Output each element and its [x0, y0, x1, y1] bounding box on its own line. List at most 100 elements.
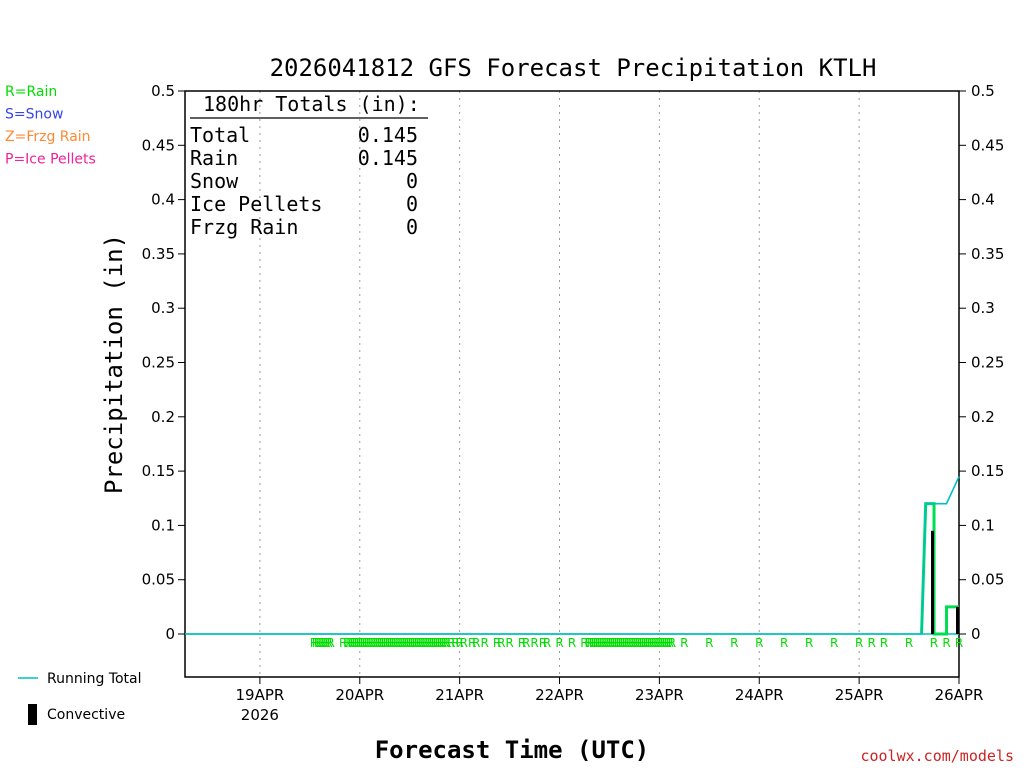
rain-marker: R: [539, 636, 547, 650]
rain-marker: R: [505, 636, 513, 650]
rain-marker: R: [607, 636, 615, 650]
rain-marker: R: [374, 636, 382, 650]
type-legend-item: S=Snow: [5, 107, 63, 123]
y-tick-label-right: 0.35: [971, 245, 1004, 263]
series-lines: [185, 476, 960, 636]
convective-bar: [956, 606, 959, 634]
rain-marker: R: [351, 636, 359, 650]
rain-marker: R: [609, 636, 617, 650]
rain-marker: R: [618, 636, 626, 650]
rain-marker: R: [406, 636, 414, 650]
rain-marker: R: [597, 636, 605, 650]
rain-marker: R: [401, 636, 409, 650]
rain-marker: R: [632, 636, 640, 650]
rain-marker: R: [591, 636, 599, 650]
rain-marker: R: [389, 636, 397, 650]
rain-marker: R: [593, 636, 601, 650]
totals-row-value: 0.145: [358, 146, 418, 170]
rain-marker: R: [460, 636, 468, 650]
rain-marker: R: [624, 636, 632, 650]
totals-row-label: Snow: [190, 169, 239, 193]
x-tick-label: 24APR: [735, 686, 784, 704]
rain-marker: R: [391, 636, 399, 650]
y-tick-label-left: 0.1: [151, 516, 175, 534]
totals-row-value: 0.145: [358, 123, 418, 147]
rain-marker: R: [655, 636, 663, 650]
x-tick-label: 21APR: [435, 686, 484, 704]
rain-marker: R: [661, 636, 669, 650]
y-tick-label-right: 0.05: [971, 571, 1004, 589]
rain-marker: R: [584, 636, 592, 650]
rain-marker: R: [343, 636, 351, 650]
y-tick-label-right: 0.3: [971, 299, 995, 317]
x-tick-label: 25APR: [835, 686, 884, 704]
rain-marker: R: [595, 636, 603, 650]
rain-marker: R: [431, 636, 439, 650]
rain-marker: R: [416, 636, 424, 650]
x-tick-label: 26APR: [935, 686, 984, 704]
rain-marker: R: [649, 636, 657, 650]
rain-marker: R: [480, 636, 488, 650]
convective-bar: [931, 530, 935, 634]
rain-marker: R: [580, 636, 588, 650]
rain-marker: R: [643, 636, 651, 650]
rain-marker: R: [730, 636, 738, 650]
rain-marker: R: [397, 636, 405, 650]
totals-row-label: Ice Pellets: [190, 192, 322, 216]
rain-marker: R: [455, 636, 463, 650]
y-tick-label-left: 0.05: [142, 571, 175, 589]
rain-marker: R: [755, 636, 763, 650]
rain-marker: R: [522, 636, 530, 650]
rain-marker: R: [347, 636, 355, 650]
rain-marker: R: [354, 636, 362, 650]
y-axis-label: Precipitation (in): [100, 234, 128, 494]
rain-marker: R: [555, 636, 563, 650]
y-axis-right: 0 0.05 0.1 0.15 0.2 0.25 0.3 0.35 0.4 0.45 0.5: [959, 82, 1004, 643]
rain-marker: R: [393, 636, 401, 650]
x-tick-sublabel: 2026: [241, 706, 279, 724]
rain-marker: R: [339, 636, 347, 650]
y-tick-label-left: 0.3: [151, 299, 175, 317]
rain-marker: R: [622, 636, 630, 650]
rain-marker: R: [830, 636, 838, 650]
rain-marker: R: [324, 636, 332, 650]
rain-marker: R: [433, 636, 441, 650]
rain-marker: R: [370, 636, 378, 650]
y-tick-label-left: 0.4: [151, 191, 175, 209]
rain-marker: R: [780, 636, 788, 650]
rain-marker: R: [605, 636, 613, 650]
rain-marker: R: [428, 636, 436, 650]
line-legend-label: Convective: [47, 707, 125, 723]
rain-marker: R: [647, 636, 655, 650]
rain-marker: R: [414, 636, 422, 650]
rain-marker: R: [408, 636, 416, 650]
y-tick-label-right: 0.25: [971, 354, 1004, 372]
chart-title: 2026041812 GFS Forecast Precipitation KT…: [270, 54, 877, 82]
totals-row-label: Total: [190, 123, 250, 147]
rain-marker: R: [530, 636, 538, 650]
rain-marker: R: [362, 636, 370, 650]
rain-marker: R: [383, 636, 391, 650]
y-tick-label-right: 0: [971, 625, 981, 643]
x-tick-label: 22APR: [535, 686, 584, 704]
type-legend: R=Rain S=Snow Z=Frzg Rain P=Ice Pellets: [5, 84, 96, 168]
convective-bars: [931, 530, 959, 634]
totals-header: 180hr Totals (in):: [203, 92, 420, 116]
rain-marker: R: [410, 636, 418, 650]
rain-marker: R: [620, 636, 628, 650]
rain-marker: R: [356, 636, 364, 650]
rain-marker: R: [626, 636, 634, 650]
y-axis-left: 0 0.05 0.1 0.15 0.2 0.25 0.3 0.35 0.4 0.45 0.5: [142, 82, 185, 643]
rain-marker: R: [616, 636, 624, 650]
totals-row-value: 0: [406, 192, 418, 216]
rain-marker: R: [424, 636, 432, 650]
rain-marker: R: [867, 636, 875, 650]
grid-lines: [259, 91, 860, 677]
totals-row-label: Rain: [190, 146, 238, 170]
rain-marker: R: [634, 636, 642, 650]
x-tick-label: 19APR: [235, 686, 284, 704]
rain-marker: R: [314, 636, 322, 650]
rain-marker: R: [403, 636, 411, 650]
